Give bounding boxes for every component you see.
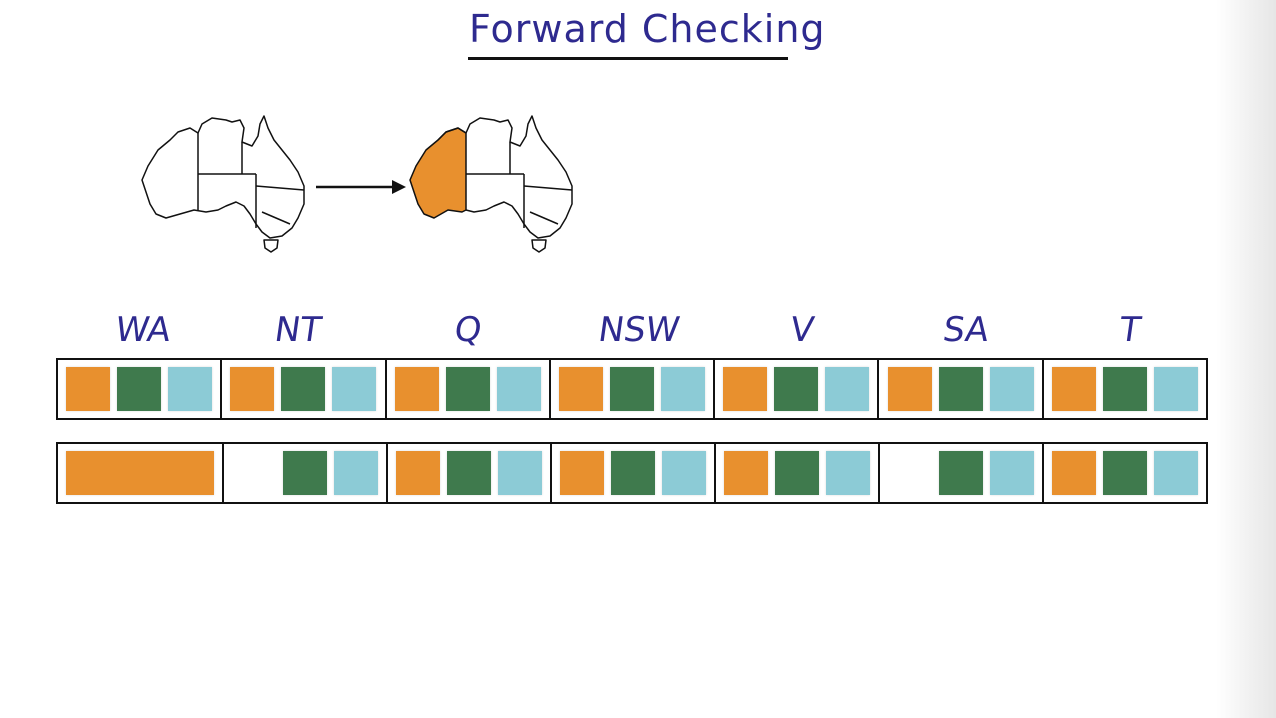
domain-cell-wa [58, 360, 223, 418]
domain-value-green [281, 367, 326, 411]
domain-value-green [774, 367, 819, 411]
domain-cell-nsw [551, 360, 716, 418]
domain-cell-sa [880, 444, 1044, 502]
domain-cell-sa [879, 360, 1044, 418]
domain-value-orange [396, 451, 440, 495]
label-nsw: NSW [595, 310, 683, 350]
right-edge-shade [1216, 0, 1276, 718]
label-sa: SA [940, 310, 992, 350]
domain-value-orange [558, 367, 603, 411]
domain-value-blue [989, 367, 1034, 411]
domain-value-green [1103, 451, 1147, 495]
nsw-v-border [261, 211, 291, 225]
domain-value-blue [826, 451, 870, 495]
domain-value-orange [723, 367, 768, 411]
domain-value-green [939, 451, 983, 495]
domain-value-green [117, 367, 162, 411]
domain-cell-q [387, 360, 551, 418]
domain-value-orange [724, 451, 768, 495]
domain-cell-wa [58, 444, 224, 502]
domain-value-orange [1051, 367, 1096, 411]
domain-cell-q [388, 444, 552, 502]
domain-value-green [1102, 367, 1147, 411]
domain-value-orange [887, 367, 932, 411]
domain-value-orange [560, 451, 604, 495]
domain-row-before [56, 358, 1208, 420]
tasmania [531, 239, 547, 253]
domain-value-blue [498, 451, 542, 495]
label-q: Q [451, 310, 485, 350]
australia-map-icon [141, 115, 305, 253]
domain-value-blue [1153, 367, 1198, 411]
domain-value-green [938, 367, 983, 411]
title-underline [468, 57, 788, 60]
domain-cell-nsw [552, 444, 716, 502]
australia-outline [141, 115, 305, 239]
domain-value-green [445, 367, 490, 411]
label-nt: NT [272, 310, 324, 350]
domain-value-green [447, 451, 491, 495]
nsw-v-border [529, 211, 559, 225]
domain-cell-nt [224, 444, 388, 502]
label-v: V [787, 310, 817, 350]
q-nsw-border [523, 185, 573, 191]
domain-value-blue [168, 367, 213, 411]
domain-row-after [56, 442, 1208, 504]
domain-value-green [611, 451, 655, 495]
australia-outline [437, 115, 573, 239]
wa-region-orange [409, 127, 467, 219]
domain-value-orange [66, 367, 111, 411]
q-nsw-border [255, 185, 305, 191]
domain-value-blue [990, 451, 1034, 495]
label-wa: WA [112, 310, 174, 350]
domain-cell-v [715, 360, 880, 418]
domain-value-blue [332, 367, 377, 411]
domain-value-orange [230, 367, 275, 411]
domain-value-green [609, 367, 654, 411]
australia-map-wa-orange-icon [409, 115, 573, 253]
domain-value-green [283, 451, 327, 495]
domain-value-orange [66, 451, 214, 495]
domain-value-blue [662, 451, 706, 495]
domain-cell-t [1044, 444, 1206, 502]
page-title: Forward Checking [469, 7, 826, 51]
domain-cell-t [1044, 360, 1206, 418]
domain-value-blue [334, 451, 378, 495]
domain-cell-nt [222, 360, 387, 418]
domain-value-blue [496, 367, 541, 411]
domain-value-green [775, 451, 819, 495]
domain-value-blue [660, 367, 705, 411]
domain-value-orange [1052, 451, 1096, 495]
label-t: T [1116, 310, 1144, 350]
domain-value-blue [1154, 451, 1198, 495]
domain-cell-v [716, 444, 880, 502]
domain-value-orange [394, 367, 439, 411]
tasmania [263, 239, 279, 253]
domain-value-blue [825, 367, 870, 411]
right-arrow-icon [316, 180, 406, 194]
